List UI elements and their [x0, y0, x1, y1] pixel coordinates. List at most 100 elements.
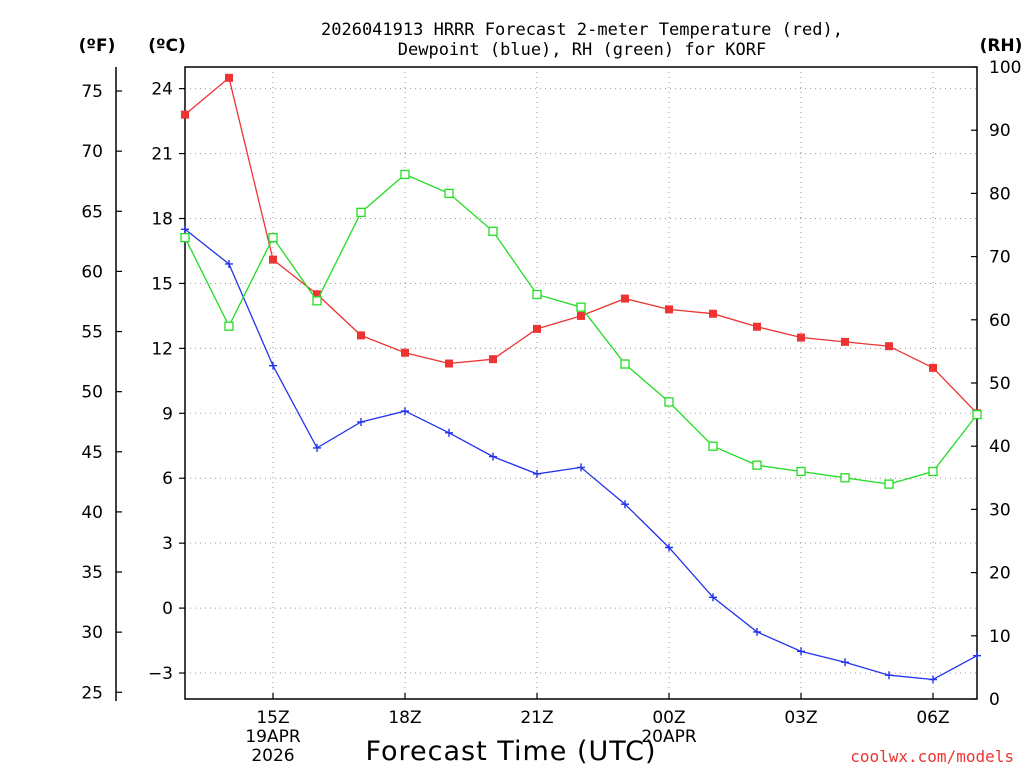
temperature-point — [357, 331, 365, 340]
fahrenheit-tick-label: 25 — [81, 683, 103, 703]
celsius-tick-label: −3 — [148, 664, 173, 684]
fahrenheit-tick-label: 50 — [81, 383, 103, 403]
dewpoint-point — [797, 647, 805, 656]
celsius-tick-label: 24 — [151, 80, 173, 100]
dewpoint-point — [533, 469, 541, 478]
fahrenheit-tick-label: 40 — [81, 503, 103, 523]
fahrenheit-tick-label: 35 — [81, 563, 103, 583]
rh-axis: 0 10 20 30 40 50 60 70 80 90 100 — [971, 58, 1021, 710]
rh-tick-label: 70 — [989, 248, 1011, 268]
dewpoint-point — [269, 361, 277, 370]
rh-point — [708, 441, 718, 451]
temperature-point — [401, 348, 409, 357]
dewpoint-point — [225, 259, 233, 268]
temperature-point — [489, 355, 497, 364]
temperature-point — [753, 322, 761, 331]
rh-point — [356, 207, 366, 218]
celsius-tick-label: 15 — [151, 274, 173, 294]
time-tick-label: 15Z — [256, 708, 289, 728]
dewpoint-point — [401, 407, 409, 416]
dewpoint-line — [184, 228, 978, 681]
temperature-point — [885, 342, 893, 351]
rh-point — [400, 169, 410, 180]
temperature-point — [797, 333, 805, 342]
celsius-tick-label: 3 — [162, 534, 173, 554]
rh-point — [312, 296, 322, 306]
rh-tick-label: 20 — [989, 564, 1011, 584]
celsius-tick-label: 18 — [151, 210, 173, 230]
rh-point — [928, 466, 938, 477]
fahrenheit-tick-label: 65 — [81, 202, 103, 222]
fahrenheit-tick-label: 30 — [81, 623, 103, 643]
fahrenheit-tick-label: 60 — [81, 262, 103, 282]
time-tick-date-label: 19APR — [245, 727, 301, 747]
fahrenheit-axis: 25 30 35 40 45 50 55 60 65 70 75 — [81, 82, 122, 703]
rh-point — [180, 232, 190, 243]
dewpoint-point — [577, 463, 585, 472]
rh-point — [972, 409, 982, 420]
celsius-tick-label: 12 — [151, 339, 173, 359]
temperature-point — [533, 324, 541, 333]
time-tick-year-label: 2026 — [251, 746, 294, 766]
rh-tick-label: 80 — [989, 184, 1011, 204]
rh-point — [444, 188, 454, 199]
rh-point — [488, 226, 498, 236]
celsius-unit-label: (ºC) — [148, 36, 186, 56]
time-tick-label: 21Z — [520, 708, 553, 728]
time-tick-label: 03Z — [784, 708, 817, 728]
temperature-point — [181, 110, 189, 119]
time-tick-label: 06Z — [916, 708, 949, 728]
rh-tick-label: 60 — [989, 311, 1011, 331]
chart-title-line1: 2026041913 HRRR Forecast 2-meter Tempera… — [321, 20, 843, 40]
temperature-point — [665, 305, 673, 314]
temperature-point — [929, 363, 937, 372]
temperature-point — [445, 359, 453, 368]
dewpoint-point — [841, 658, 849, 667]
celsius-tick-label: 9 — [162, 404, 173, 424]
temperature-point — [313, 290, 321, 299]
rh-tick-label: 10 — [989, 627, 1011, 647]
dewpoint-point — [665, 543, 673, 552]
rh-point — [620, 359, 630, 369]
celsius-tick-label: 6 — [162, 469, 173, 489]
rh-point — [268, 232, 278, 243]
rh-line — [184, 173, 978, 485]
temperature-point — [225, 73, 233, 82]
dewpoint-point — [709, 593, 717, 602]
time-tick-date-label: 20APR — [641, 727, 697, 747]
rh-point — [752, 460, 762, 470]
fahrenheit-unit-label: (ºF) — [79, 36, 116, 56]
plot-frame — [184, 66, 978, 700]
dewpoint-point — [489, 452, 497, 461]
rh-unit-label: (RH) — [980, 36, 1023, 56]
rh-tick-label: 40 — [989, 437, 1011, 457]
temperature-line — [184, 76, 978, 414]
dewpoint-point — [885, 671, 893, 680]
temperature-point — [841, 337, 849, 346]
series-layer — [180, 73, 982, 684]
dewpoint-point — [445, 428, 453, 437]
rh-tick-label: 0 — [989, 690, 1000, 710]
rh-point — [884, 479, 894, 489]
dewpoint-point — [357, 417, 365, 426]
rh-point — [796, 466, 806, 477]
dewpoint-point — [973, 651, 981, 660]
dewpoint-point — [621, 500, 629, 509]
rh-tick-label: 100 — [989, 58, 1021, 78]
fahrenheit-tick-label: 75 — [81, 82, 103, 102]
rh-point — [840, 473, 850, 483]
celsius-tick-label: 0 — [162, 599, 173, 619]
rh-tick-label: 50 — [989, 374, 1011, 394]
fahrenheit-tick-label: 55 — [81, 323, 103, 343]
time-tick-label: 18Z — [388, 708, 421, 728]
dewpoint-point — [929, 675, 937, 684]
dewpoint-point — [313, 443, 321, 452]
credit-text: coolwx.com/models — [850, 747, 1014, 766]
temperature-point — [621, 294, 629, 303]
rh-tick-label: 30 — [989, 500, 1011, 520]
dewpoint-point — [181, 225, 189, 234]
gridlines — [185, 67, 977, 699]
fahrenheit-tick-label: 45 — [81, 443, 103, 463]
